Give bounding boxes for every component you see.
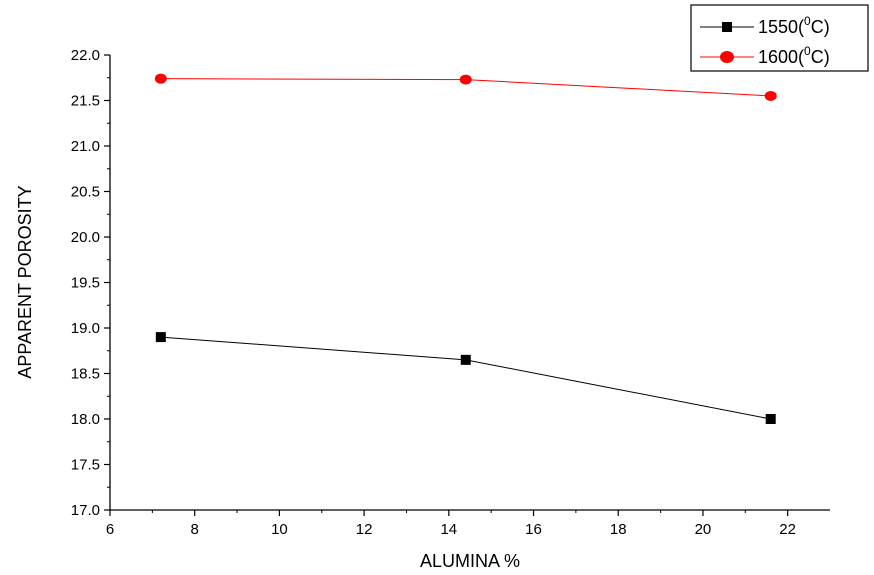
legend-label: 1550(0C) — [758, 14, 830, 37]
legend-label: 1600(0C) — [758, 44, 830, 67]
series-0 — [155, 332, 776, 424]
x-tick-label: 6 — [106, 521, 114, 538]
data-point — [460, 354, 471, 365]
legend-item: 1550(0C) — [700, 14, 830, 37]
x-tick-label: 22 — [779, 521, 796, 538]
x-tick-label: 14 — [440, 521, 457, 538]
x-tick-label: 10 — [271, 521, 288, 538]
data-point — [154, 73, 167, 84]
data-point — [459, 74, 472, 85]
legend-marker — [722, 22, 732, 32]
y-tick-label: 18.0 — [71, 411, 100, 428]
legend-marker — [720, 51, 734, 63]
x-tick-label: 12 — [356, 521, 373, 538]
x-tick-label: 8 — [191, 521, 199, 538]
data-point — [155, 332, 166, 343]
series-1 — [154, 73, 777, 101]
y-tick-label: 20.0 — [71, 229, 100, 246]
y-tick-label: 19.0 — [71, 320, 100, 337]
y-tick-label: 22.0 — [71, 47, 100, 64]
x-tick-label: 16 — [525, 521, 542, 538]
x-tick-label: 20 — [695, 521, 712, 538]
y-tick-label: 18.5 — [71, 366, 100, 383]
y-tick-label: 19.5 — [71, 275, 100, 292]
y-tick-label: 17.0 — [71, 502, 100, 519]
x-tick-label: 18 — [610, 521, 627, 538]
y-axis-title: APPARENT POROSITY — [15, 185, 35, 378]
series-line — [160, 336, 771, 420]
ticks: 6 8 10 12 14 16 18 20 22 17.0 17.5 18.0 18.5 19.0 19.5… — [71, 47, 796, 538]
x-axis-title: ALUMINA % — [420, 551, 520, 571]
data-point — [765, 414, 776, 424]
y-tick-label: 21.5 — [71, 93, 100, 110]
y-tick-label: 21.0 — [71, 138, 100, 155]
y-tick-label: 20.5 — [71, 184, 100, 201]
axes — [109, 55, 830, 511]
y-tick-label: 17.5 — [71, 457, 100, 474]
legend: 1550(0C) 1600(0C) — [690, 4, 869, 72]
series — [154, 73, 777, 424]
legend-box — [690, 4, 869, 72]
data-point — [764, 90, 777, 101]
legend-item: 1600(0C) — [700, 44, 830, 67]
